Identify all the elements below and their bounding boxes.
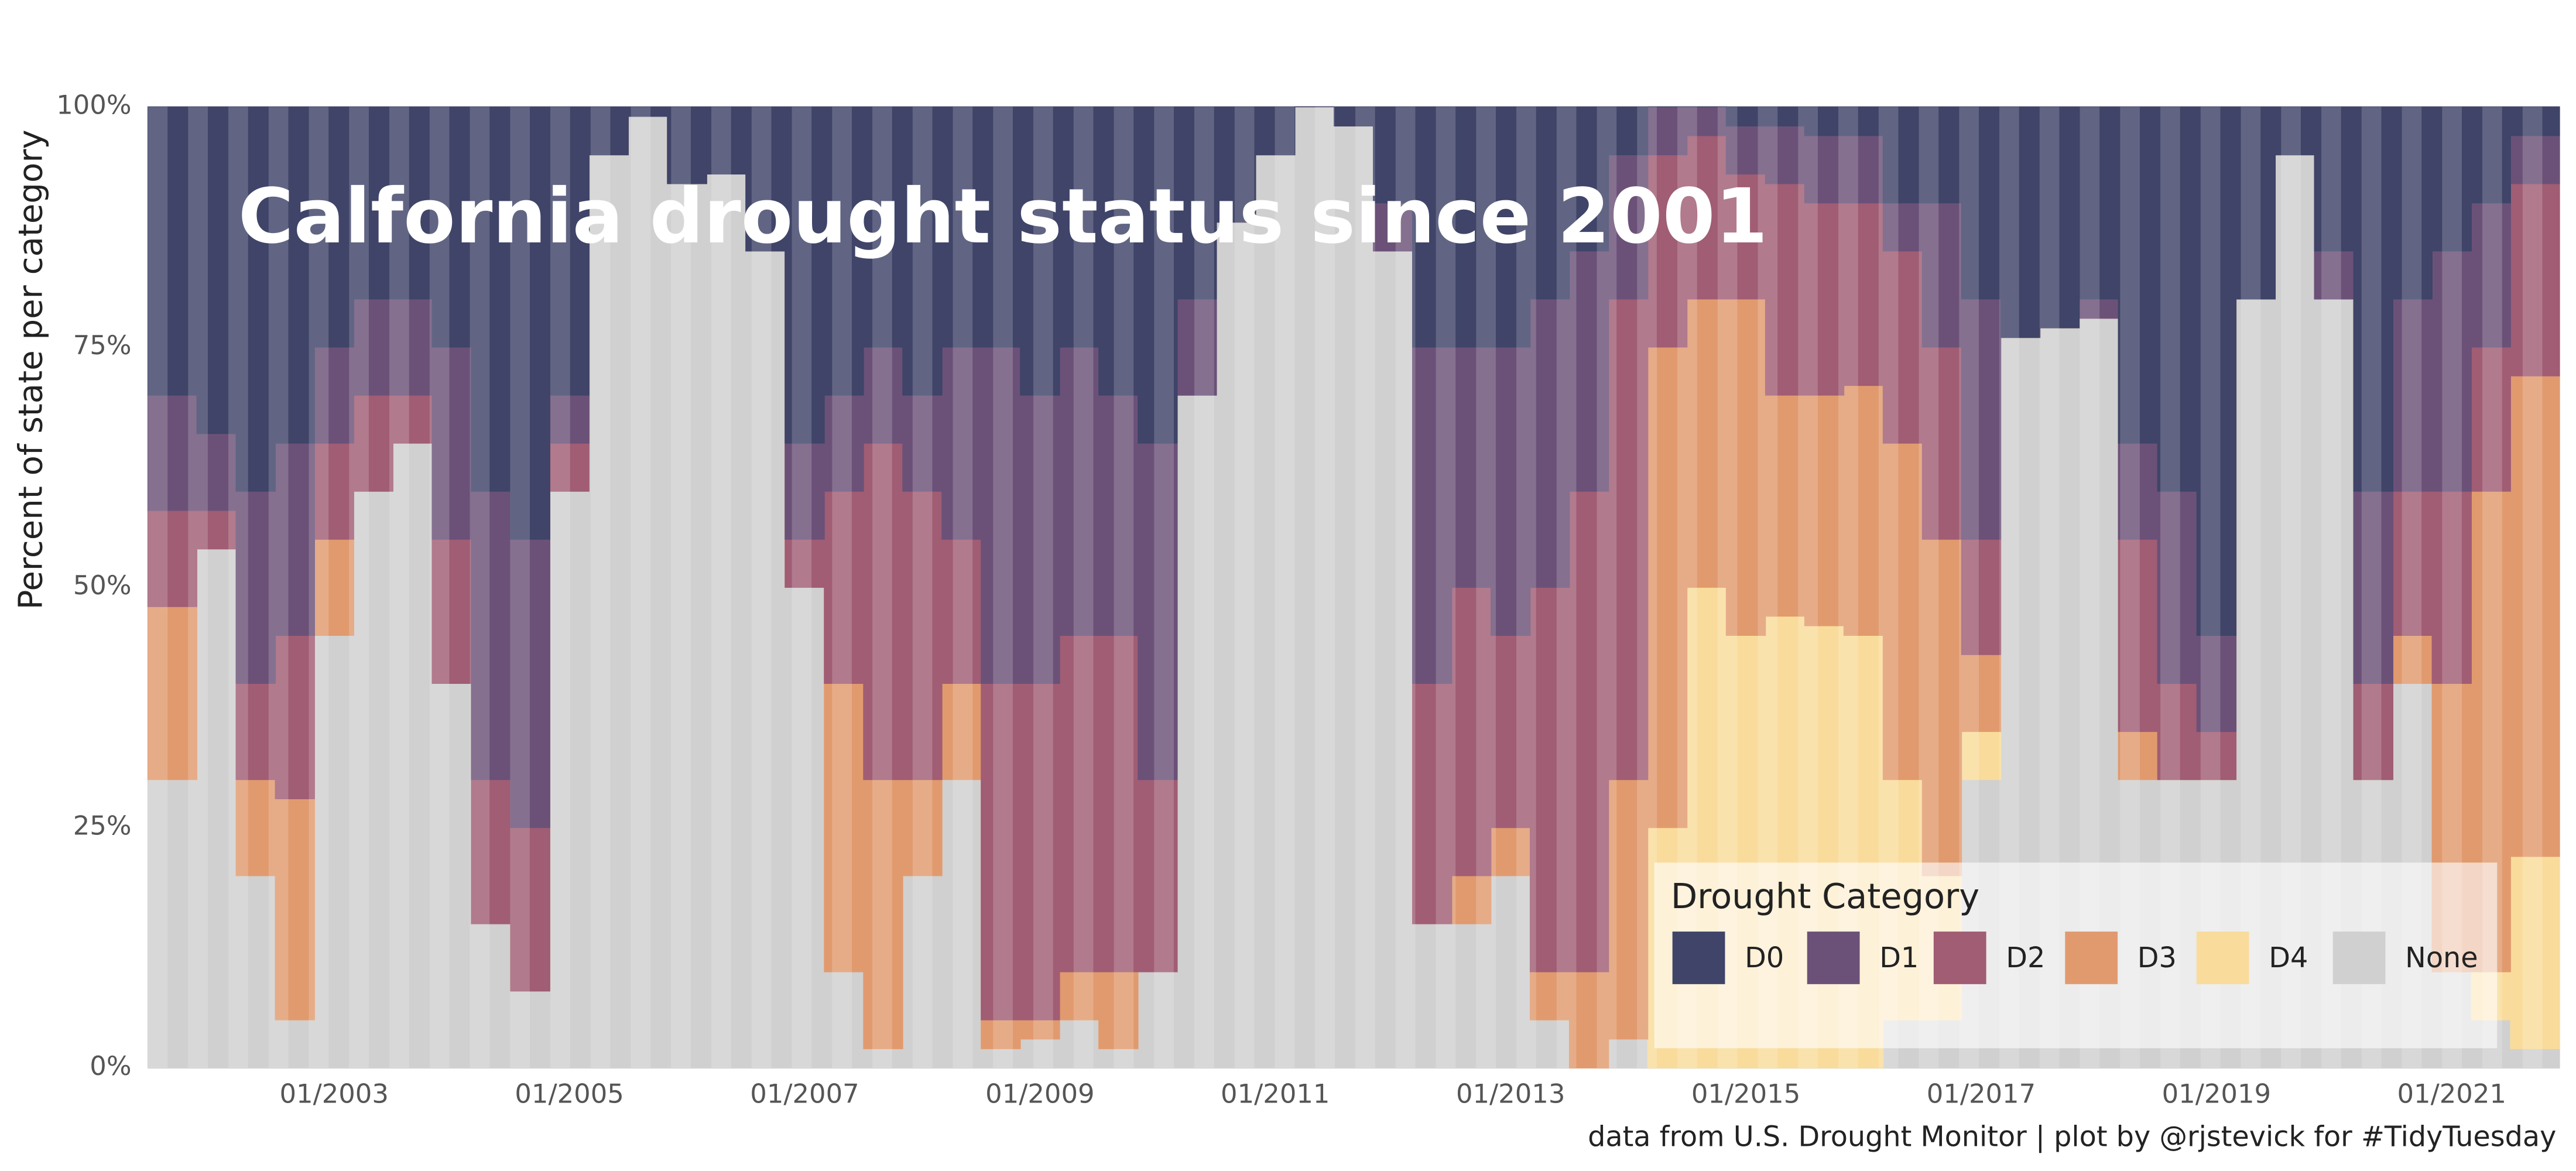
stripe [1033,107,1053,1068]
caption: data from U.S. Drought Monitor | plot by… [1588,1121,2556,1153]
stripe [188,107,208,1068]
legend-label: D2 [2006,942,2045,974]
legend-label: None [2405,942,2478,974]
stripe [2522,107,2543,1068]
stripe [1315,107,1335,1068]
stripe [993,107,1013,1068]
legend-swatch [2332,932,2386,984]
y-tick-label: 100% [56,89,131,120]
stripe [872,107,892,1068]
x-tick-label: 01/2005 [515,1078,624,1110]
legend-label: D4 [2269,942,2308,974]
stripe [1556,107,1577,1068]
stripe [1355,107,1375,1068]
x-tick-label: 01/2009 [985,1078,1094,1110]
stripe [590,107,611,1068]
stripe [1516,107,1536,1068]
x-tick-label: 01/2013 [1456,1078,1565,1110]
stripe [148,107,168,1068]
stripe [1194,107,1214,1068]
y-tick-label: 0% [90,1050,131,1081]
legend-title: Drought Category [1671,876,1979,916]
stripe [1234,107,1255,1068]
y-tick-label: 50% [73,570,132,601]
y-tick-label: 25% [73,810,132,841]
stripe [349,107,369,1068]
legend-swatch [2196,932,2249,984]
x-tick-label: 01/2019 [2162,1078,2271,1110]
stripe [631,107,651,1068]
stripe [1114,107,1134,1068]
chart-title: Calfornia drought status since 2001 [238,173,1768,261]
stripe [1073,107,1094,1068]
legend-swatch [1672,932,1725,984]
legend: Drought Category D0 D1 D2 D3 D4 None [1654,862,2498,1049]
legend-label: D3 [2137,942,2177,974]
stripe [1476,107,1496,1068]
stripe [1395,107,1416,1068]
stripe [510,107,530,1068]
y-axis-label: Percent of state per category [12,129,50,610]
stripe [470,107,490,1068]
stripe [751,107,772,1068]
x-tick-label: 01/2021 [2397,1078,2506,1110]
stripe [832,107,852,1068]
stripe [550,107,570,1068]
axes: 0% 25% 50% 75% 100% 01/2003 01/2005 01/2007 01/2… [56,89,2506,1109]
stripe [711,107,731,1068]
plot-area [147,105,2560,1069]
stripe [953,107,973,1068]
area [147,106,2560,636]
x-tick-label: 01/2017 [1927,1078,2036,1110]
stripe [228,107,248,1068]
stripe [1154,107,1174,1068]
x-tick-label: 01/2011 [1221,1078,1330,1110]
legend-label: D1 [1879,942,1919,974]
stripe [389,107,409,1068]
stripe [912,107,933,1068]
legend-label: D0 [1745,942,1784,974]
stripe [792,107,812,1068]
stripe [429,107,450,1068]
y-tick-label: 75% [73,330,132,361]
x-tick-label: 01/2007 [750,1078,859,1110]
stripe [309,107,329,1068]
legend-swatch [1933,932,1986,984]
legend-swatch [1807,932,1860,984]
stripe [1275,107,1295,1068]
stripe [1637,107,1657,1068]
legend-swatch [2065,932,2118,984]
stripe [671,107,691,1068]
stripe [268,107,289,1068]
stripe [1597,107,1617,1068]
stripe [1436,107,1456,1068]
x-tick-label: 01/2003 [279,1078,388,1110]
x-tick-label: 01/2015 [1691,1078,1800,1110]
